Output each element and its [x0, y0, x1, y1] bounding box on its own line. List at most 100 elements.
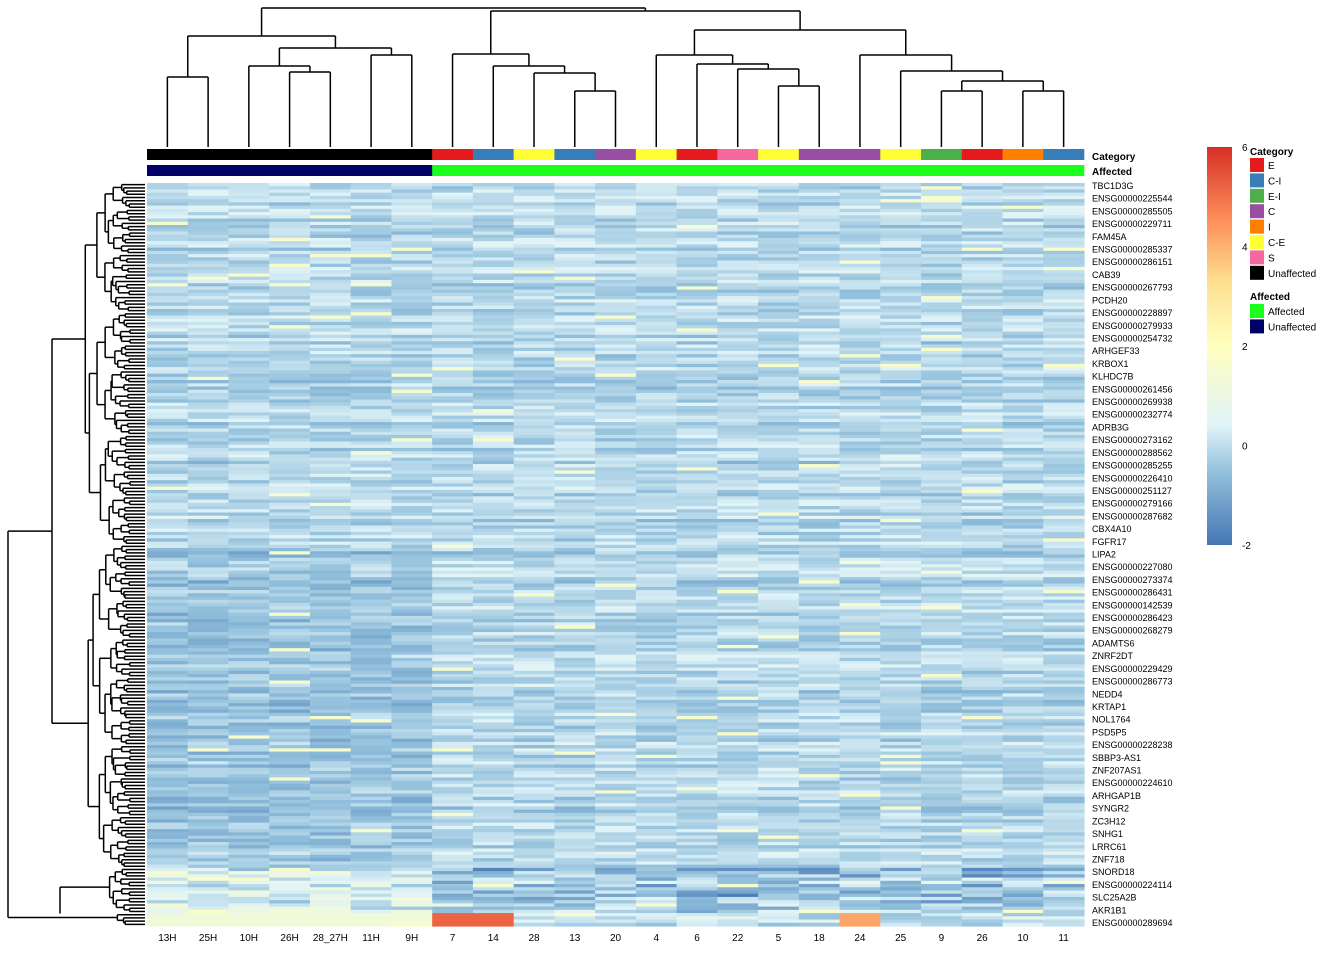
heatmap-cell: [676, 402, 718, 407]
heatmap-cell: [269, 454, 311, 459]
heatmap-cell: [676, 441, 718, 446]
heatmap-cell: [717, 758, 759, 762]
heatmap-cell: [147, 186, 189, 191]
heatmap-cell: [676, 396, 718, 401]
heatmap-cell: [1002, 674, 1044, 678]
heatmap-cell: [309, 538, 352, 543]
heatmap-cell: [432, 512, 474, 517]
heatmap-cell: [839, 741, 881, 746]
heatmap-cell: [391, 657, 433, 662]
heatmap-cell: [635, 409, 678, 413]
heatmap-cell: [961, 199, 1004, 203]
heatmap-cell: [595, 409, 637, 413]
heatmap-cell: [432, 499, 474, 504]
heatmap-cell: [880, 218, 922, 223]
heatmap-cell: [798, 648, 841, 653]
heatmap-cell: [147, 228, 189, 233]
heatmap-cell: [472, 425, 515, 430]
heatmap-cell: [1002, 266, 1044, 271]
heatmap-cell: [961, 292, 1004, 297]
heatmap-cell: [472, 302, 515, 307]
heatmap-cell: [758, 664, 800, 669]
heatmap-cell: [187, 664, 230, 669]
heatmap-cell: [228, 564, 270, 569]
heatmap-cell: [676, 296, 718, 300]
heatmap-cell: [554, 748, 596, 753]
heatmap-cell: [880, 509, 922, 514]
heatmap-cell: [798, 247, 841, 252]
heatmap-cell: [676, 212, 718, 216]
heatmap-cell: [309, 518, 352, 523]
heatmap-cell: [432, 195, 474, 200]
heatmap-cell: [350, 425, 393, 430]
heatmap-cell: [269, 221, 311, 226]
heatmap-cell: [1002, 580, 1044, 585]
heatmap-cell: [187, 273, 230, 278]
heatmap-cell: [839, 286, 881, 291]
heatmap-cell: [391, 554, 433, 559]
heatmap-cell: [554, 225, 596, 229]
heatmap-cell: [472, 751, 515, 756]
heatmap-cell: [839, 308, 881, 313]
heatmap-cell: [391, 583, 433, 588]
heatmap-cell: [676, 489, 718, 494]
heatmap-cell: [554, 567, 596, 572]
heatmap-cell: [635, 677, 678, 682]
heatmap-cell: [1043, 602, 1085, 607]
heatmap-cell: [798, 619, 841, 623]
heatmap-cell: [187, 567, 230, 572]
heatmap-cell: [961, 693, 1004, 698]
heatmap-cell: [432, 648, 474, 653]
heatmap-cell: [595, 628, 637, 633]
heatmap-cell: [1043, 470, 1085, 475]
heatmap-cell: [717, 302, 759, 307]
heatmap-cell: [187, 638, 230, 643]
heatmap-cell: [309, 467, 352, 472]
heatmap-cell: [676, 457, 718, 462]
heatmap-cell: [595, 541, 637, 546]
heatmap-cell: [228, 312, 270, 317]
heatmap-cell: [676, 670, 718, 675]
heatmap-cell: [880, 661, 922, 665]
heatmap-cell: [228, 441, 270, 446]
heatmap-cell: [147, 476, 189, 481]
heatmap-cell: [1043, 745, 1085, 749]
heatmap-cell: [1002, 283, 1044, 287]
heatmap-cell: [472, 674, 515, 678]
heatmap-cell: [961, 266, 1004, 271]
heatmap-cell: [432, 732, 474, 736]
affected-cell: [921, 165, 963, 176]
heatmap-cell: [391, 754, 433, 759]
heatmap-cell: [269, 544, 311, 549]
affected-cell: [798, 165, 840, 176]
heatmap-cell: [676, 583, 718, 588]
heatmap-cell: [269, 638, 311, 643]
heatmap-cell: [758, 693, 800, 698]
heatmap-cell: [921, 709, 963, 714]
heatmap-cell: [269, 641, 311, 646]
heatmap-cell: [391, 496, 433, 501]
heatmap-cell: [350, 531, 393, 536]
heatmap-cell: [1002, 767, 1044, 772]
heatmap-cell: [228, 509, 270, 514]
heatmap-cell: [635, 719, 678, 724]
heatmap-cell: [595, 392, 637, 397]
heatmap-cell: [798, 296, 841, 300]
heatmap-cell: [554, 360, 596, 365]
heatmap-cell: [880, 299, 922, 304]
heatmap-cell: [921, 409, 963, 413]
heatmap-cell: [187, 586, 230, 591]
heatmap-cell: [391, 208, 433, 213]
heatmap-cell: [880, 512, 922, 517]
heatmap-cell: [717, 473, 759, 478]
heatmap-cell: [1002, 412, 1044, 417]
heatmap-cell: [391, 674, 433, 678]
heatmap-cell: [880, 628, 922, 633]
heatmap-cell: [432, 380, 474, 384]
heatmap-cell: [513, 586, 555, 591]
heatmap-cell: [350, 615, 393, 620]
heatmap-cell: [839, 489, 881, 494]
heatmap-cell: [513, 392, 555, 397]
heatmap-cell: [961, 457, 1004, 462]
heatmap-cell: [635, 389, 678, 394]
